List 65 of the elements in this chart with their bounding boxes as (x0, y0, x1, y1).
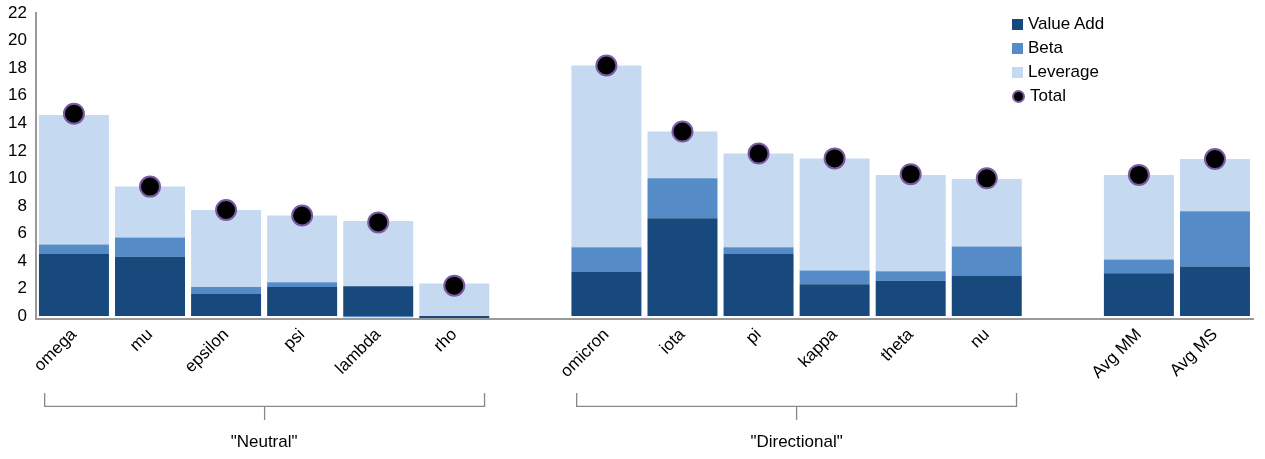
bar (799, 270, 870, 285)
bar (875, 271, 946, 281)
text: "Neutral" (230, 432, 298, 452)
bar (38, 254, 109, 316)
legend-label: Total (1030, 85, 1066, 107)
bar (115, 186, 185, 238)
x-tick-label: iota (655, 324, 690, 358)
bar (571, 65, 642, 248)
bar (723, 247, 794, 255)
y-tick-label: 16 (7, 85, 27, 105)
y-tick-label: 6 (17, 223, 27, 243)
x-tick-label: Avg MS (1165, 324, 1222, 380)
bar (1103, 273, 1174, 316)
bar (1103, 259, 1174, 274)
y-tick-label: 20 (7, 30, 27, 50)
bar (38, 115, 109, 245)
bar (343, 286, 414, 316)
bar (343, 221, 414, 287)
bar (38, 244, 109, 255)
bar (191, 209, 262, 288)
bar (191, 293, 262, 316)
bar (267, 287, 338, 316)
legend-label: Beta (1028, 37, 1063, 59)
bar (723, 254, 794, 316)
bar (115, 237, 185, 257)
x-tick-label: Avg MM (1087, 324, 1146, 382)
bar (799, 158, 870, 271)
bar (1179, 266, 1250, 316)
bar (875, 280, 946, 316)
bar (267, 215, 338, 283)
x-tick-label: rho (429, 324, 461, 356)
bar (419, 315, 490, 319)
y-tick-label: 14 (7, 112, 27, 132)
bar (951, 276, 1022, 316)
x-tick-label: pi (741, 324, 765, 348)
y-tick-label: 12 (7, 140, 27, 160)
bar (191, 287, 262, 294)
text: "Directional" (750, 432, 843, 452)
x-tick-label: mu (126, 324, 157, 355)
legend-label: Leverage (1028, 61, 1099, 83)
bar (951, 246, 1022, 277)
bar (875, 174, 946, 272)
bar (647, 178, 718, 219)
y-tick-label: 4 (17, 250, 27, 270)
legend-label: Value Add (1028, 13, 1105, 35)
bar (1179, 159, 1250, 212)
y-tick-label: 8 (17, 195, 27, 215)
y-tick-label: 22 (7, 2, 27, 22)
y-tick-label: 18 (7, 57, 27, 77)
y-tick-label: 0 (17, 305, 27, 325)
bar (1103, 174, 1174, 260)
x-tick-label: nu (966, 324, 993, 352)
y-tick-label: 2 (17, 278, 27, 298)
bar (647, 131, 718, 179)
bar (951, 179, 1022, 247)
bar (647, 218, 718, 316)
bar (571, 271, 642, 316)
bar (115, 256, 185, 316)
bar (571, 247, 642, 272)
bar (267, 282, 338, 288)
bar (799, 284, 870, 316)
y-tick-label: 10 (7, 168, 27, 188)
bar (723, 153, 794, 248)
x-tick-label: psi (279, 324, 309, 354)
bar (1179, 211, 1250, 267)
